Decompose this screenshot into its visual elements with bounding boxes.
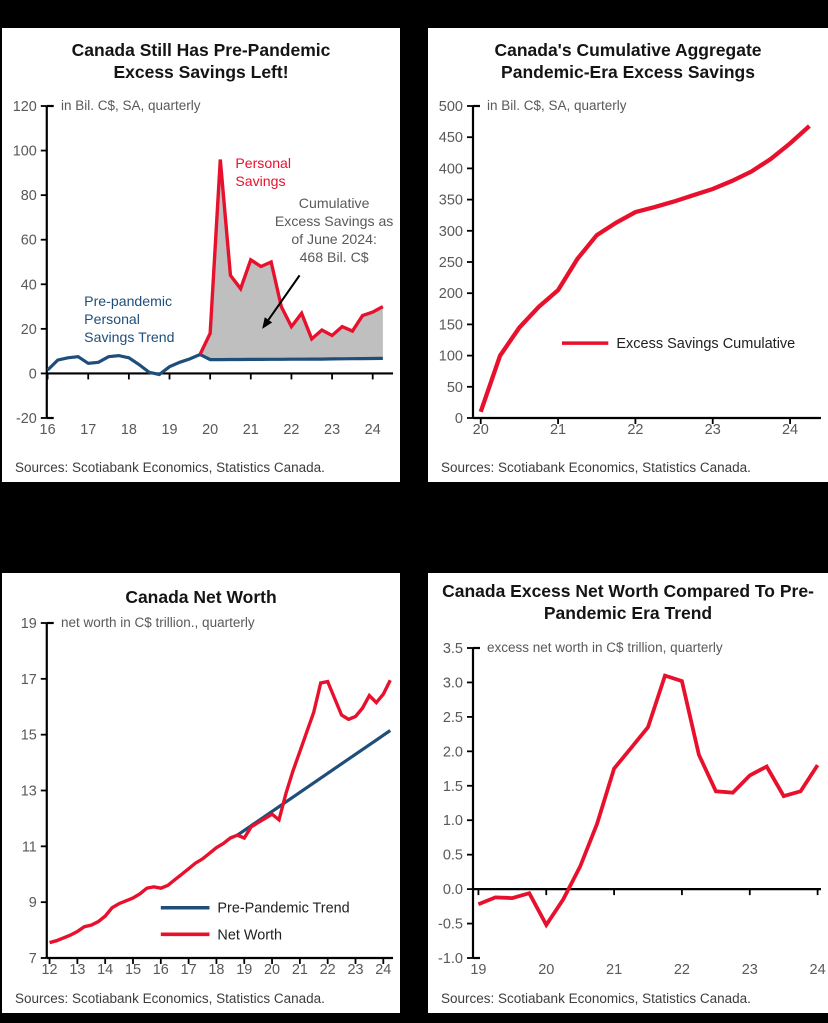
chart-source: Sources: Scotiabank Economics, Statistic… — [15, 460, 325, 475]
svg-text:20: 20 — [473, 422, 489, 438]
svg-text:200: 200 — [439, 286, 463, 302]
svg-text:23: 23 — [705, 422, 721, 438]
chart-panel-excess-savings-left: Canada Still Has Pre-Pandemic Excess Sav… — [2, 28, 400, 482]
svg-text:17: 17 — [21, 672, 37, 688]
svg-text:21: 21 — [550, 422, 566, 438]
svg-text:24: 24 — [782, 422, 798, 438]
chart-title: Canada Still Has Pre-Pandemic Excess Sav… — [71, 40, 331, 82]
svg-text:50: 50 — [447, 380, 463, 396]
cumulative-savings-chart: 0 50 100 150 200 250 300 350 400 450 500 20 21 22 23 24… — [439, 99, 821, 438]
svg-text:12: 12 — [42, 962, 58, 978]
svg-text:2.5: 2.5 — [443, 710, 463, 726]
svg-text:Pre-Pandemic Trend: Pre-Pandemic Trend — [217, 901, 349, 917]
svg-text:23: 23 — [324, 422, 340, 438]
svg-text:Excess Savings Cumulative: Excess Savings Cumulative — [616, 336, 795, 352]
svg-text:-0.5: -0.5 — [438, 917, 463, 933]
svg-text:14: 14 — [97, 962, 113, 978]
svg-text:20: 20 — [202, 422, 218, 438]
svg-text:100: 100 — [13, 144, 37, 160]
svg-text:24: 24 — [365, 422, 381, 438]
svg-text:250: 250 — [439, 255, 463, 271]
svg-text:500: 500 — [439, 99, 463, 115]
svg-text:350: 350 — [439, 193, 463, 209]
svg-text:22: 22 — [627, 422, 643, 438]
svg-text:22: 22 — [674, 962, 690, 978]
svg-text:300: 300 — [439, 224, 463, 240]
svg-text:9: 9 — [29, 895, 37, 911]
svg-text:19: 19 — [161, 422, 177, 438]
chart-panel-net-worth: Canada Net Worth net worth in C$ trillio… — [2, 573, 400, 1013]
svg-text:22: 22 — [320, 962, 336, 978]
svg-text:0: 0 — [455, 411, 463, 427]
svg-text:19: 19 — [470, 962, 486, 978]
svg-text:13: 13 — [69, 962, 85, 978]
svg-text:24: 24 — [810, 962, 826, 978]
svg-text:-20: -20 — [16, 411, 37, 427]
chart-source: Sources: Scotiabank Economics, Statistic… — [441, 460, 751, 475]
chart-subtitle: in Bil. C$, SA, quarterly — [61, 98, 201, 113]
svg-text:15: 15 — [125, 962, 141, 978]
svg-text:3.0: 3.0 — [443, 675, 463, 691]
net-worth-chart: 7 9 11 13 15 17 19 12 13 14 15 16 17 18 19 20 21 22 23 24 Pr… — [21, 616, 394, 978]
svg-text:19: 19 — [236, 962, 252, 978]
svg-text:21: 21 — [243, 422, 259, 438]
svg-text:0.5: 0.5 — [443, 848, 463, 864]
svg-text:20: 20 — [264, 962, 280, 978]
svg-text:18: 18 — [208, 962, 224, 978]
svg-text:24: 24 — [375, 962, 391, 978]
svg-text:17: 17 — [80, 422, 96, 438]
chart-title: Canada Excess Net Worth Compared To Pre-… — [442, 581, 814, 623]
svg-text:Net Worth: Net Worth — [217, 927, 282, 943]
svg-text:22: 22 — [283, 422, 299, 438]
svg-text:40: 40 — [21, 277, 37, 293]
chart-title: Canada's Cumulative Aggregate Pandemic-E… — [494, 40, 762, 82]
svg-text:21: 21 — [606, 962, 622, 978]
svg-text:-1.0: -1.0 — [438, 951, 463, 967]
svg-text:18: 18 — [121, 422, 137, 438]
svg-text:120: 120 — [13, 99, 37, 115]
svg-text:450: 450 — [439, 130, 463, 146]
svg-text:13: 13 — [21, 783, 37, 799]
svg-text:15: 15 — [21, 728, 37, 744]
chart-title: Canada Net Worth — [125, 587, 277, 607]
excess-net-worth-chart: -1.0 -0.5 0.0 0.5 1.0 1.5 2.0 2.5 3.0 3.5 19 20 21 22… — [438, 641, 826, 978]
chart-source: Sources: Scotiabank Economics, Statistic… — [441, 991, 751, 1006]
chart-subtitle: in Bil. C$, SA, quarterly — [487, 98, 627, 113]
svg-text:20: 20 — [21, 322, 37, 338]
svg-text:60: 60 — [21, 233, 37, 249]
svg-text:150: 150 — [439, 317, 463, 333]
svg-text:1.0: 1.0 — [443, 813, 463, 829]
chart-panel-cumulative-excess-savings: Canada's Cumulative Aggregate Pandemic-E… — [428, 28, 828, 482]
svg-text:0.0: 0.0 — [443, 882, 463, 898]
svg-text:400: 400 — [439, 161, 463, 177]
personal-savings-chart: -20 0 20 40 60 80 100 120 16 17 18 19 20 21 22 23 24 Pers… — [13, 99, 394, 438]
svg-text:17: 17 — [181, 962, 197, 978]
svg-text:1.5: 1.5 — [443, 779, 463, 795]
svg-text:16: 16 — [40, 422, 56, 438]
svg-text:80: 80 — [21, 188, 37, 204]
svg-text:100: 100 — [439, 349, 463, 365]
chart-panel-excess-net-worth: Canada Excess Net Worth Compared To Pre-… — [428, 573, 828, 1013]
svg-text:3.5: 3.5 — [443, 641, 463, 657]
svg-text:23: 23 — [742, 962, 758, 978]
chart-subtitle: net worth in C$ trillion., quarterly — [61, 615, 255, 630]
svg-text:2.0: 2.0 — [443, 744, 463, 760]
svg-text:21: 21 — [292, 962, 308, 978]
chart-subtitle: excess net worth in C$ trillion, quarter… — [487, 640, 723, 655]
svg-text:0: 0 — [29, 366, 37, 382]
svg-text:23: 23 — [347, 962, 363, 978]
svg-text:7: 7 — [29, 951, 37, 967]
svg-text:16: 16 — [153, 962, 169, 978]
chart-source: Sources: Scotiabank Economics, Statistic… — [15, 991, 325, 1006]
svg-text:19: 19 — [21, 616, 37, 632]
svg-text:11: 11 — [22, 839, 37, 855]
svg-text:20: 20 — [538, 962, 554, 978]
